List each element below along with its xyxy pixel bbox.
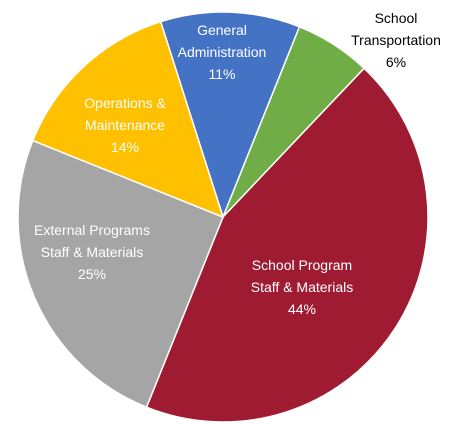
value-label: 14% [110,139,140,155]
pie-slice [31,20,225,219]
pie-slice [17,139,224,409]
slice-label: School Program Staff & Materials 44% [242,254,362,320]
pie-slice [159,11,301,220]
value-label: 25% [77,266,107,282]
category-label: School Program Staff & Materials [250,257,354,295]
value-label: 11% [208,66,236,82]
category-label: External Programs Staff & Materials [34,222,150,260]
slice-label: School Transportation 6% [341,7,451,73]
category-label: School Transportation [351,10,441,48]
value-label: 44% [287,301,317,317]
category-label: General Administration [177,22,267,60]
pie-slice [145,67,429,423]
value-label: 6% [385,54,407,70]
slice-label: Operations & Maintenance 14% [70,92,180,158]
slice-label: General Administration 11% [167,19,277,85]
slice-label: External Programs Staff & Materials 25% [22,219,162,285]
category-label: Operations & Maintenance [84,95,166,133]
